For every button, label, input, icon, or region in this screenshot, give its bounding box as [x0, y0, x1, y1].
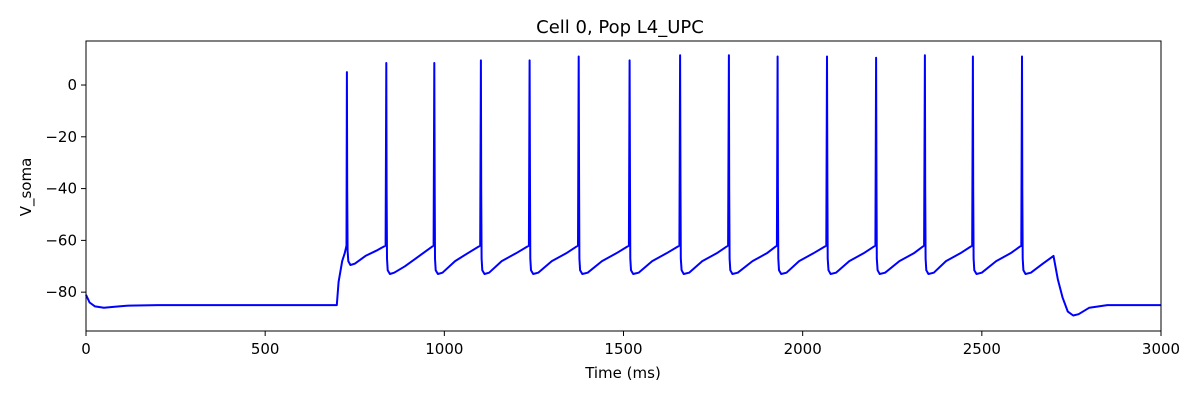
y-axis-label: V_soma — [17, 158, 36, 217]
x-tick-label: 3000 — [1142, 340, 1180, 358]
x-tick-label: 2500 — [963, 340, 1001, 358]
y-tick-label: −20 — [45, 128, 77, 146]
y-tick-label: −80 — [45, 283, 77, 301]
axes-frame — [85, 40, 1162, 332]
x-axis: 0 500 1000 1500 2000 2500 3000 — [81, 331, 1180, 358]
x-tick-label: 1500 — [604, 340, 642, 358]
x-tick-label: 2000 — [784, 340, 822, 358]
x-tick-label: 1000 — [425, 340, 463, 358]
plot-area — [85, 40, 1162, 332]
chart-title: Cell 0, Pop L4_UPC — [536, 17, 704, 38]
x-tick-label: 0 — [81, 340, 91, 358]
x-axis-label: Time (ms) — [584, 364, 661, 382]
series-line-0 — [85, 54, 1161, 317]
y-tick-label: −40 — [45, 180, 77, 198]
x-tick-label: 500 — [251, 340, 280, 358]
y-tick-label: −60 — [45, 231, 77, 249]
y-tick-label: 0 — [67, 76, 77, 94]
y-axis: −80 −60 −40 −20 0 — [45, 76, 86, 301]
